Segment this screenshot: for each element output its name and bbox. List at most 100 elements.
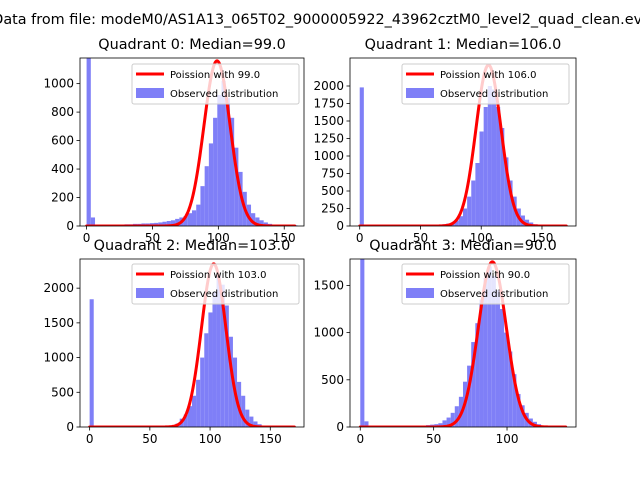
x-tick-label: 150 [259, 432, 282, 446]
x-tick-label: 100 [496, 432, 519, 446]
histogram-bar [508, 180, 513, 226]
y-tick-label: 1000 [313, 149, 344, 163]
histogram-bar [467, 196, 472, 226]
histogram-bar [487, 86, 492, 226]
legend-fit-label: Poission with 99.0 [170, 70, 260, 81]
histogram-bar [89, 299, 94, 427]
histogram-bar [499, 309, 505, 427]
y-tick-label: 0 [66, 420, 74, 434]
axes-frame [79, 258, 305, 428]
legend-fit-label: Poission with 103.0 [170, 270, 266, 281]
histogram-bar [175, 218, 180, 226]
x-tick-label: 0 [356, 432, 364, 446]
histogram-bar [467, 365, 472, 427]
legend: Poission with 99.0 Observed distribution [131, 63, 300, 105]
y-tick-label: 500 [321, 373, 344, 387]
histogram-bar [154, 222, 159, 226]
x-tick-label: 50 [142, 432, 157, 446]
histogram-bar [255, 217, 260, 226]
legend-hist-label: Observed distribution [440, 289, 548, 300]
histogram-bar [204, 166, 209, 226]
legend-hist-label: Observed distribution [170, 289, 278, 300]
legend-frame [131, 63, 300, 105]
histogram-bar [251, 213, 256, 226]
legend-bar-swatch [406, 288, 434, 298]
histogram-bar [200, 186, 205, 226]
x-tick-label: 0 [83, 231, 91, 245]
histogram-bar [213, 117, 218, 226]
histogram-bar [212, 291, 217, 427]
subplot-title: Quadrant 2: Median=103.0 [94, 238, 291, 254]
subplot-title: Quadrant 0: Median=99.0 [98, 37, 286, 53]
histogram-bar [491, 89, 497, 226]
histogram-bar [196, 204, 201, 226]
histogram-bar [450, 412, 455, 427]
histogram-bar [471, 342, 476, 427]
axes-frame [79, 57, 305, 227]
legend-fit-label: Poission with 106.0 [440, 70, 536, 81]
histogram-bar [438, 423, 443, 427]
legend-frame [401, 63, 570, 105]
y-tick-label: 600 [51, 134, 74, 148]
y-tick-label: 1000 [43, 351, 74, 365]
y-tick-label: 500 [51, 385, 74, 399]
histogram-bar [520, 405, 525, 427]
histogram-bar [475, 323, 480, 427]
x-tick-label: 0 [356, 231, 364, 245]
legend-bar-swatch [136, 88, 164, 98]
histogram-bar [90, 217, 96, 226]
y-tick-label: 1000 [43, 77, 74, 91]
histogram-bar [245, 409, 250, 427]
y-tick-label: 0 [66, 219, 74, 233]
histogram-bar [479, 299, 484, 427]
x-tick-label: 50 [145, 231, 160, 245]
x-tick-label: 100 [470, 231, 493, 245]
histogram-bar [158, 222, 163, 226]
histogram-bar [483, 277, 488, 427]
histogram-bar [225, 97, 230, 226]
histogram-bar [192, 395, 197, 427]
fit-line [358, 260, 568, 427]
histogram-bar [217, 95, 222, 226]
y-tick-label: 0 [336, 420, 344, 434]
histogram-bar [458, 216, 463, 226]
histogram-bar [487, 266, 492, 427]
y-tick-label: 1500 [313, 114, 344, 128]
legend-frame [401, 263, 570, 305]
subplot-title: Quadrant 1: Median=106.0 [365, 37, 562, 53]
histogram-bar [229, 117, 235, 226]
y-tick-label: 500 [321, 184, 344, 198]
histogram-bar [500, 128, 505, 226]
y-tick-label: 750 [321, 167, 344, 181]
histogram-bar [508, 351, 513, 427]
y-tick-label: 0 [336, 219, 344, 233]
y-tick-label: 1000 [313, 326, 344, 340]
y-tick-label: 1500 [43, 316, 74, 330]
histogram-bar [183, 414, 188, 427]
histogram-bar [253, 421, 258, 427]
histogram-bar [479, 131, 484, 226]
legend: Poission with 106.0 Observed distributio… [401, 63, 570, 105]
histogram-bar [364, 421, 369, 427]
histogram-bar [221, 80, 226, 226]
histogram-bar [259, 220, 264, 226]
x-tick-label: 50 [426, 432, 441, 446]
histogram-bar [170, 220, 176, 226]
histogram-bar [162, 221, 167, 226]
histogram-bar [183, 216, 188, 226]
x-tick-label: 100 [207, 231, 230, 245]
histogram-bar [454, 406, 459, 427]
legend-fit-label: Poission with 90.0 [440, 270, 530, 281]
histogram-bar [196, 379, 201, 427]
y-tick-label: 2000 [313, 79, 344, 93]
histogram-bar [446, 417, 451, 427]
histogram-bar [216, 274, 221, 427]
histogram-bar [483, 107, 488, 226]
y-tick-label: 1750 [313, 97, 344, 111]
histogram-bar [504, 332, 509, 427]
histogram-bar [491, 275, 496, 427]
histogram-bar [475, 163, 480, 226]
